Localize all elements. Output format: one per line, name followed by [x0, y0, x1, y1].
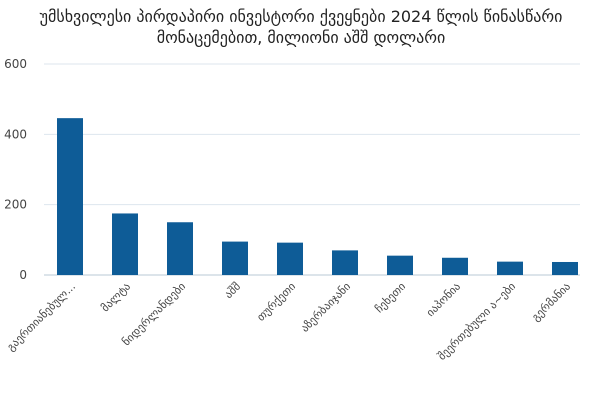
- x-tick-label: მალტა: [99, 280, 134, 315]
- x-tick-label: აშშ: [222, 280, 243, 301]
- bar: [332, 250, 358, 275]
- x-tick-label: გერმანია: [529, 280, 573, 324]
- y-tick-label: 600: [4, 57, 27, 71]
- bar-layer: [57, 118, 578, 275]
- bar: [222, 241, 248, 275]
- bar: [112, 213, 138, 275]
- y-tick-label: 400: [4, 127, 27, 141]
- x-tick-label: იაპონია: [424, 280, 464, 320]
- y-tick-label: 0: [19, 268, 27, 282]
- x-tick-label: თურქეთი: [254, 280, 298, 324]
- bar: [57, 118, 83, 275]
- bar: [167, 222, 193, 275]
- bar: [277, 242, 303, 275]
- bar: [552, 261, 578, 275]
- bar: [442, 257, 468, 275]
- y-tick-label: 200: [4, 198, 27, 212]
- bar: [387, 255, 413, 275]
- grid-layer: 0 200 400 600: [4, 57, 580, 282]
- x-tick-label: აზერბაიჯანი: [298, 280, 353, 335]
- chart-title: უმსხვილესი პირდაპირი ინვესტორი ქვეყნები …: [39, 7, 563, 47]
- x-tick-label: გაერთიანებულ...: [4, 280, 78, 354]
- x-tick-label: ჩეხეთი: [373, 280, 409, 316]
- bar: [497, 261, 523, 275]
